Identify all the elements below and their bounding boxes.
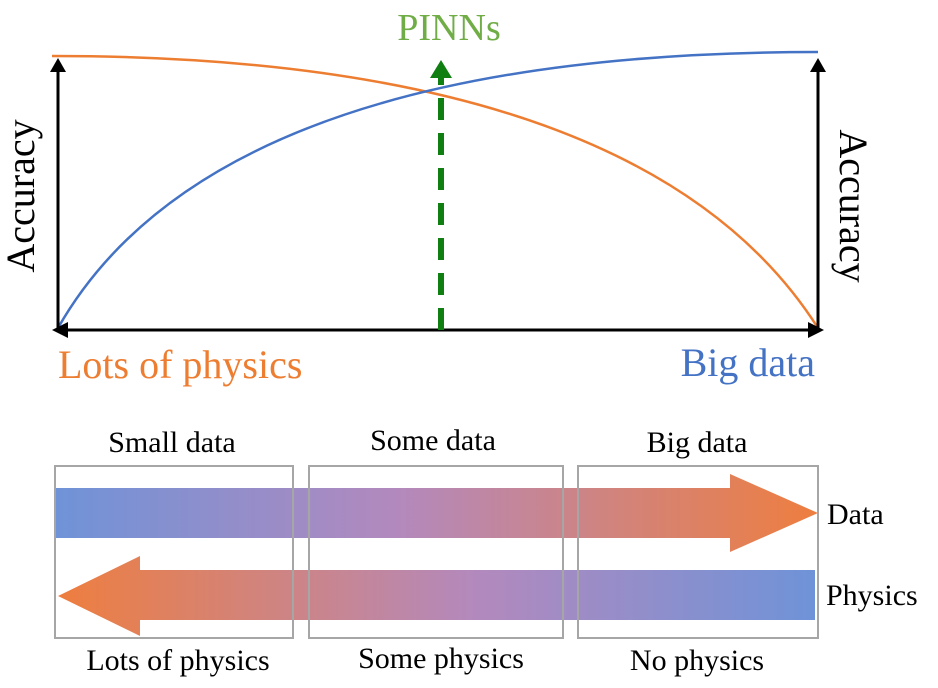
regime-bottom-label-lots-of-physics: Lots of physics — [86, 644, 269, 677]
big-data-regime-box — [577, 465, 819, 639]
lots-of-physics-end-label: Lots of physics — [58, 342, 302, 387]
data-accuracy-curve — [56, 50, 819, 329]
data-arrow — [55, 474, 818, 552]
accuracy-chart: PINNs Accuracy Accuracy Lots of physics … — [0, 7, 876, 387]
horizontal-axis-right-arrowhead — [808, 322, 824, 338]
regime-bottom-label-some-physics: Some physics — [358, 642, 524, 675]
right-axis-arrowhead — [810, 58, 826, 72]
physics-accuracy-curve — [51, 54, 820, 329]
small-data-regime-box — [54, 465, 294, 639]
left-axis-arrowhead — [50, 58, 66, 72]
pinns-arrowhead — [430, 60, 452, 78]
horizontal-axis-left-arrowhead — [52, 322, 68, 338]
data-physics-spectrum: Small data Some data Big data Lots of ph… — [54, 424, 918, 677]
regime-bottom-label-no-physics: No physics — [630, 644, 764, 677]
physics-arrow — [58, 556, 815, 636]
regime-top-label-some-data: Some data — [370, 424, 496, 457]
some-data-regime-box — [308, 465, 564, 639]
right-accuracy-label: Accuracy — [831, 129, 876, 282]
physics-arrow-label: Physics — [826, 579, 918, 612]
pinns-label: PINNs — [397, 7, 500, 49]
data-arrow-label: Data — [827, 498, 884, 531]
big-data-end-label: Big data — [681, 340, 816, 385]
left-accuracy-label: Accuracy — [0, 119, 43, 272]
regime-top-label-big-data: Big data — [647, 426, 748, 459]
regime-top-label-small-data: Small data — [108, 426, 235, 459]
